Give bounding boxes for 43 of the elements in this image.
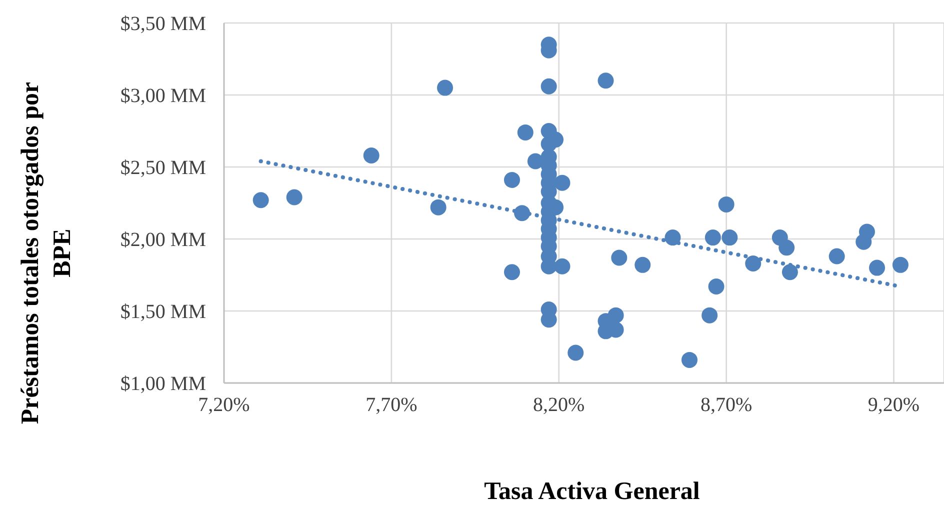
point <box>681 352 698 368</box>
point <box>430 199 446 216</box>
point <box>252 192 269 208</box>
point <box>363 147 380 164</box>
point <box>540 78 557 94</box>
y-tick-label: $2,00 MM <box>120 229 206 252</box>
point <box>892 256 908 273</box>
point <box>782 264 798 280</box>
point <box>718 196 734 212</box>
point <box>704 230 721 246</box>
x-tick-label: 7,20% <box>198 394 250 416</box>
point <box>598 72 614 89</box>
x-axis-title: Tasa Activa General <box>483 477 701 507</box>
point <box>608 307 624 324</box>
point <box>554 174 570 191</box>
point <box>702 307 718 324</box>
x-tick-label: 7,70% <box>366 394 418 416</box>
y-axis-title: Préstamos totales otorgados por BPE <box>16 80 77 426</box>
point <box>869 260 886 276</box>
point <box>745 255 762 272</box>
point <box>858 224 875 240</box>
point <box>517 124 534 140</box>
point <box>504 172 520 188</box>
point <box>568 344 584 361</box>
point <box>527 153 544 170</box>
x-tick-label: 8,20% <box>533 394 585 416</box>
point <box>504 264 520 280</box>
y-tick-label: $3,50 MM <box>120 13 206 36</box>
y-tick-label: $1,00 MM <box>120 373 206 396</box>
x-tick-label: 8,70% <box>700 394 752 416</box>
point <box>828 248 845 264</box>
y-tick-label: $2,50 MM <box>120 157 206 180</box>
point <box>634 256 651 273</box>
point <box>437 80 454 96</box>
point <box>611 250 628 266</box>
point <box>778 240 795 256</box>
x-tick-label: 9,20% <box>868 394 920 416</box>
y-tick-label: $3,00 MM <box>120 85 206 108</box>
point <box>722 230 738 246</box>
point <box>708 278 724 295</box>
point <box>554 258 570 274</box>
y-tick-label: $1,50 MM <box>120 301 206 324</box>
point <box>286 189 302 206</box>
